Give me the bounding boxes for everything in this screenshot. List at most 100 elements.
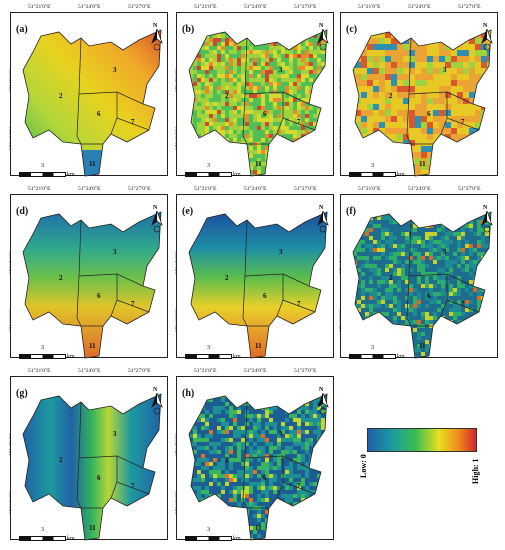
north-arrow-icon: N [151, 387, 163, 415]
north-arrow-icon: N [481, 23, 493, 51]
district-label: 11 [255, 342, 262, 350]
map-panel: 51°21'0"E51°24'0"E51°27'0"E35°45'0"N35°4… [9, 186, 170, 360]
district-label: 3 [443, 248, 447, 256]
district-label: 3 [279, 248, 283, 256]
panel-label: (d) [16, 206, 29, 217]
north-arrow-icon: N [317, 23, 329, 51]
longitude-label: 51°21'0"E [28, 186, 51, 192]
panel-label: (g) [16, 388, 28, 399]
map-panel: 51°21'0"E51°24'0"E51°27'0"E35°45'0"N35°4… [175, 186, 336, 360]
district-label: 3 [443, 66, 447, 74]
city-map: 2 3 6 7 11 [22, 211, 162, 359]
legend-high-label: High: 1 [471, 458, 480, 484]
longitude-label: 51°27'0"E [128, 4, 151, 10]
map-panel: 51°21'0"E51°24'0"E51°27'0"E35°45'0"N35°4… [9, 368, 170, 542]
longitude-label: 51°21'0"E [28, 368, 51, 374]
longitude-label: 51°21'0"E [28, 4, 51, 10]
district-label: 6 [263, 110, 267, 118]
map-panel: 51°21'0"E51°24'0"E51°27'0"E35°45'0"N35°4… [175, 368, 336, 542]
map-panel: 51°21'0"E51°24'0"E51°27'0"E35°45'0"N35°4… [175, 4, 336, 178]
map-frame: (b) 2 3 6 7 11 N 3 km [176, 12, 334, 178]
north-arrow-icon: N [481, 205, 493, 233]
longitude-label: 51°27'0"E [458, 4, 481, 10]
longitude-label: 51°21'0"E [194, 368, 217, 374]
scale-bar: 3 km [183, 527, 243, 545]
longitude-label: 51°24'0"E [78, 368, 101, 374]
longitude-label: 51°27'0"E [458, 186, 481, 192]
scale-bar: 3 km [183, 163, 243, 181]
map-panel: 51°21'0"E51°24'0"E51°27'0"E35°45'0"N35°4… [339, 4, 500, 178]
longitude-label: 51°24'0"E [78, 4, 101, 10]
district-label: 7 [461, 118, 465, 126]
district-label: 6 [427, 110, 431, 118]
district-label: 6 [263, 292, 267, 300]
district-label: 7 [297, 482, 301, 490]
longitude-label: 51°27'0"E [294, 186, 317, 192]
district-label: 6 [427, 292, 431, 300]
longitude-label: 51°27'0"E [128, 186, 151, 192]
panel-label: (e) [182, 206, 194, 217]
district-label: 2 [225, 456, 229, 464]
district-label: 2 [225, 274, 229, 282]
longitude-label: 51°24'0"E [408, 4, 431, 10]
city-map: 2 3 6 7 11 [22, 29, 162, 177]
longitude-label: 51°27'0"E [294, 4, 317, 10]
city-map: 2 3 6 7 11 [352, 29, 492, 177]
panel-label: (h) [182, 388, 195, 399]
district-label: 11 [255, 524, 262, 532]
district-label: 3 [279, 66, 283, 74]
district-label: 2 [59, 274, 63, 282]
panel-label: (b) [182, 24, 195, 35]
district-label: 11 [89, 342, 96, 350]
longitude-label: 51°27'0"E [128, 368, 151, 374]
scale-bar: 3 km [347, 345, 407, 363]
longitude-label: 51°21'0"E [358, 186, 381, 192]
longitude-label: 51°24'0"E [78, 186, 101, 192]
panel-label: (c) [346, 24, 358, 35]
district-label: 6 [97, 474, 101, 482]
scale-bar: 3 km [17, 527, 77, 545]
district-label: 2 [389, 92, 393, 100]
city-map: 2 3 6 7 11 [22, 393, 162, 541]
district-label: 7 [297, 118, 301, 126]
map-frame: (c) 2 3 6 7 11 N 3 km [340, 12, 498, 178]
city-map: 2 3 6 7 11 [188, 393, 328, 541]
district-label: 11 [255, 160, 262, 168]
district-label: 7 [297, 300, 301, 308]
scale-bar: 3 km [17, 345, 77, 363]
map-frame: (g) 2 3 6 7 11 N 3 [10, 376, 168, 542]
district-label: 2 [59, 92, 63, 100]
map-frame: (h) 2 3 6 7 11 N 3 km [176, 376, 334, 542]
panel-label: (f) [346, 206, 356, 217]
map-frame: (e) 2 3 6 7 11 N 3 k [176, 194, 334, 360]
district-label: 7 [461, 300, 465, 308]
panel-label: (a) [16, 24, 28, 35]
district-label: 2 [389, 274, 393, 282]
north-arrow-icon: N [317, 387, 329, 415]
longitude-label: 51°24'0"E [244, 368, 267, 374]
map-frame: (a) 2 3 6 7 11 N 3 k [10, 12, 168, 178]
district-label: 6 [97, 110, 101, 118]
legend-color-ramp [367, 428, 477, 452]
north-arrow-icon: N [317, 205, 329, 233]
north-arrow-icon: N [151, 205, 163, 233]
district-label: 3 [113, 248, 117, 256]
city-map: 2 3 6 7 11 [188, 29, 328, 177]
longitude-label: 51°27'0"E [294, 368, 317, 374]
district-label: 11 [89, 160, 96, 168]
longitude-label: 51°24'0"E [244, 186, 267, 192]
district-label: 2 [225, 92, 229, 100]
district-label: 11 [89, 524, 96, 532]
district-label: 2 [59, 456, 63, 464]
scale-bar: 3 km [17, 163, 77, 181]
district-label: 11 [419, 160, 426, 168]
city-map: 2 3 6 7 11 [188, 211, 328, 359]
legend-low-label: Low: 0 [359, 454, 368, 478]
map-panel: 51°21'0"E51°24'0"E51°27'0"E35°45'0"N35°4… [9, 4, 170, 178]
district-label: 7 [131, 300, 135, 308]
map-panel: 51°21'0"E51°24'0"E51°27'0"E35°45'0"N35°4… [339, 186, 500, 360]
scale-bar: 3 km [183, 345, 243, 363]
north-arrow-icon: N [151, 23, 163, 51]
longitude-label: 51°21'0"E [358, 4, 381, 10]
